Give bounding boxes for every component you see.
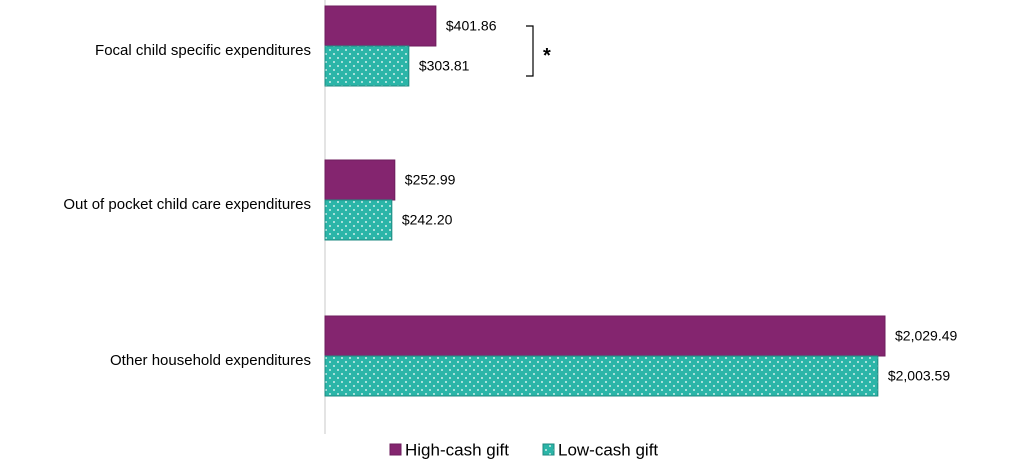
data-label: $2,003.59 (888, 368, 950, 384)
legend-label: Low-cash gift (558, 440, 658, 459)
bar-low-cash-gift-1 (324, 199, 393, 241)
category-label: Out of pocket child care expenditures (63, 196, 311, 213)
legend-label: High-cash gift (405, 440, 509, 459)
category-label: Focal child specific expenditures (95, 42, 311, 59)
bar-high-cash-gift-2 (324, 315, 886, 357)
significance-marker: * (543, 45, 551, 67)
labels-layer: Focal child specific expenditures $401.86… (63, 18, 957, 384)
category-label: Other household expenditures (110, 352, 311, 369)
data-label: $401.86 (446, 18, 497, 34)
data-label: $242.20 (402, 212, 453, 228)
data-label: $2,029.49 (895, 328, 957, 344)
legend-swatch (542, 443, 555, 456)
bar-low-cash-gift-2 (324, 355, 879, 397)
bars-layer (324, 5, 886, 397)
chart-legend: High-cash gift Low-cash gift (389, 440, 658, 459)
data-label: $303.81 (419, 58, 470, 74)
bar-low-cash-gift-0 (324, 45, 410, 87)
significance-bracket (526, 25, 534, 77)
data-label: $252.99 (405, 172, 456, 188)
bar-high-cash-gift-0 (324, 5, 437, 47)
bar-high-cash-gift-1 (324, 159, 396, 201)
legend-swatch (389, 443, 402, 456)
